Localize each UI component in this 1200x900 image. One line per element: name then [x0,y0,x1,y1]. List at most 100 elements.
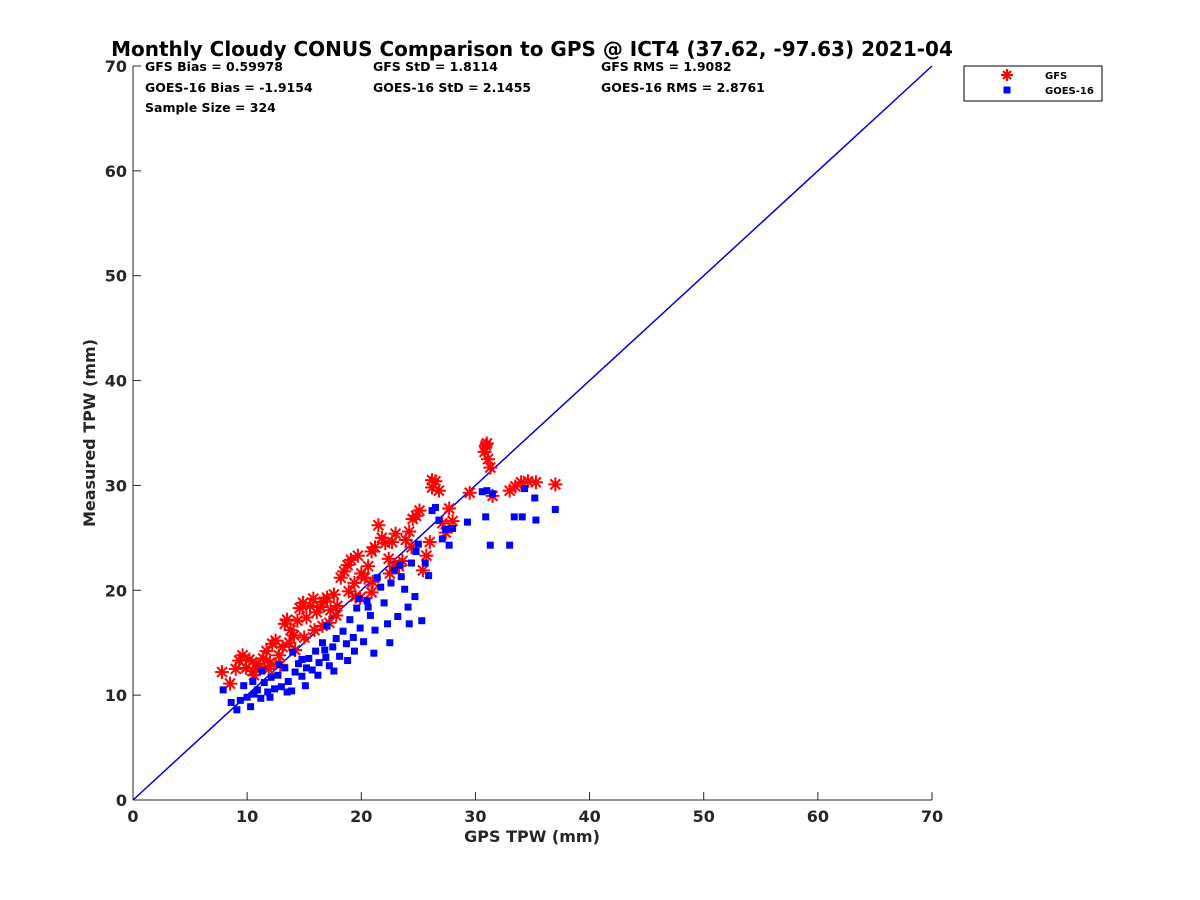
x-tick-label: 70 [921,807,943,826]
goes-16-point [449,524,457,532]
reference-line-layer [132,65,933,801]
goes-16-point [364,603,372,611]
goes-16-point [346,616,354,624]
goes-16-point [274,671,282,679]
goes-16-point [506,541,514,549]
gfs-point [350,548,365,563]
goes-16-point [531,494,539,502]
goes-16-series [219,485,559,714]
goes-16-point [322,653,330,661]
gfs-series [215,436,563,691]
x-axis-label: GPS TPW (mm) [464,827,600,846]
gfs-point [364,585,379,600]
y-tick-label: 30 [105,476,127,495]
gfs-point [425,480,440,495]
goes-16-point [463,518,471,526]
legend-gfs-label: GFS [1045,71,1067,82]
gfs-point [483,460,498,475]
goes-16-point [339,627,347,635]
goes-16-point [355,595,363,603]
gfs-point [280,612,295,627]
goes-16-point [445,541,453,549]
goes-16-point [510,513,518,521]
gfs-point [347,575,362,590]
y-tick-label: 20 [105,581,127,600]
gfs-point [371,518,386,533]
goes-16-point [284,678,292,686]
gfs-point [223,676,238,691]
gfs-point [286,628,301,643]
legend-goes-marker [1003,86,1011,94]
goes-16-point [404,603,412,611]
goes-16-point [258,667,266,675]
goes-16-point [253,686,261,694]
goes-16-point [312,647,320,655]
goes-16-point [295,660,303,668]
gfs-point [326,587,341,602]
goes-16-point [394,613,402,620]
goes-16-point [482,513,490,521]
gfs-point [259,644,274,659]
goes-16-point [236,696,244,704]
axes [132,66,932,801]
goes-16-point [408,559,416,567]
goes-16-point [371,626,379,634]
goes-16-point [442,525,450,533]
goes-16-point [249,678,257,686]
y-tick-label: 40 [105,372,127,391]
goes-16-point [342,640,350,648]
goes-16-point [323,622,331,630]
stat-goes-rms: GOES-16 RMS = 2.8761 [601,80,765,95]
goes-16-point [336,652,344,660]
x-tick-label: 60 [807,807,829,826]
stat-goes-std: GOES-16 StD = 2.1455 [373,80,531,95]
gfs-point [361,559,376,574]
goes-16-point [288,687,296,695]
goes-16-point [344,657,352,665]
gfs-point [329,608,344,623]
goes-16-point [401,585,409,593]
goes-16-point [521,485,529,493]
goes-16-point [281,664,289,672]
goes-16-point [260,679,268,687]
goes-16-point [325,662,333,670]
gfs-point [381,551,396,566]
legend-box [963,65,1103,102]
goes-16-point [518,513,526,521]
goes-16-point [314,671,322,679]
goes-16-point [386,639,394,647]
goes-16-point [412,547,420,555]
goes-16-point [267,673,275,681]
gfs-point [412,503,427,518]
goes-16-point [478,488,486,496]
goes-16-point [329,643,337,651]
goes-16-point [321,646,329,654]
goes-16-point [390,566,398,574]
goes-16-point [438,535,446,543]
goes-16-point [227,698,235,706]
legend-goes-label: GOES-16 [1045,86,1094,97]
goes-16-point [486,541,494,549]
goes-16-point [377,583,385,591]
goes-16-point [396,561,404,569]
goes-16-point [240,682,248,690]
gfs-point [462,485,477,500]
goes-16-point [233,706,241,714]
goes-16-point [302,664,310,672]
goes-16-point [271,685,279,693]
goes-16-point [330,667,338,675]
stat-sample-size: Sample Size = 324 [145,100,276,115]
gfs-point [297,630,312,645]
goes-16-point [373,574,381,582]
x-tick-label: 50 [693,807,715,826]
goes-16-point [387,579,395,587]
goes-16-point [353,604,361,612]
goes-16-point [298,672,306,680]
x-tick-label: 40 [578,807,600,826]
goes-16-point [247,703,255,711]
stats-block: GFS Bias = 0.59978 GFS StD = 1.8114 GFS … [145,59,765,115]
tick-layer: 0 10 20 30 40 50 60 70 0 10 20 30 40 50 60 70 [105,57,943,826]
gfs-point [299,610,314,625]
gfs-point [330,599,345,614]
